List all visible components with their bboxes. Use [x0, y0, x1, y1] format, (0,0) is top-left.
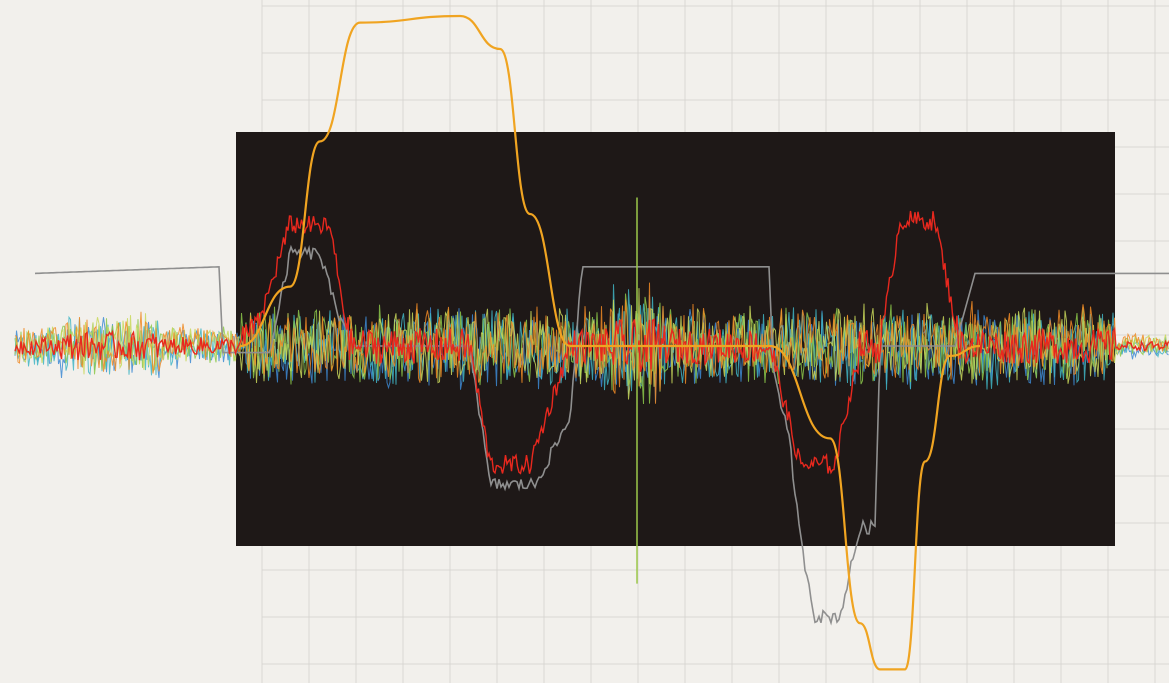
series-gray-trace [34, 244, 1169, 626]
series-orange-envelope [239, 14, 981, 671]
noise-traces [14, 282, 1169, 405]
series-red-response [14, 210, 1169, 475]
noise-trace [14, 293, 1169, 405]
